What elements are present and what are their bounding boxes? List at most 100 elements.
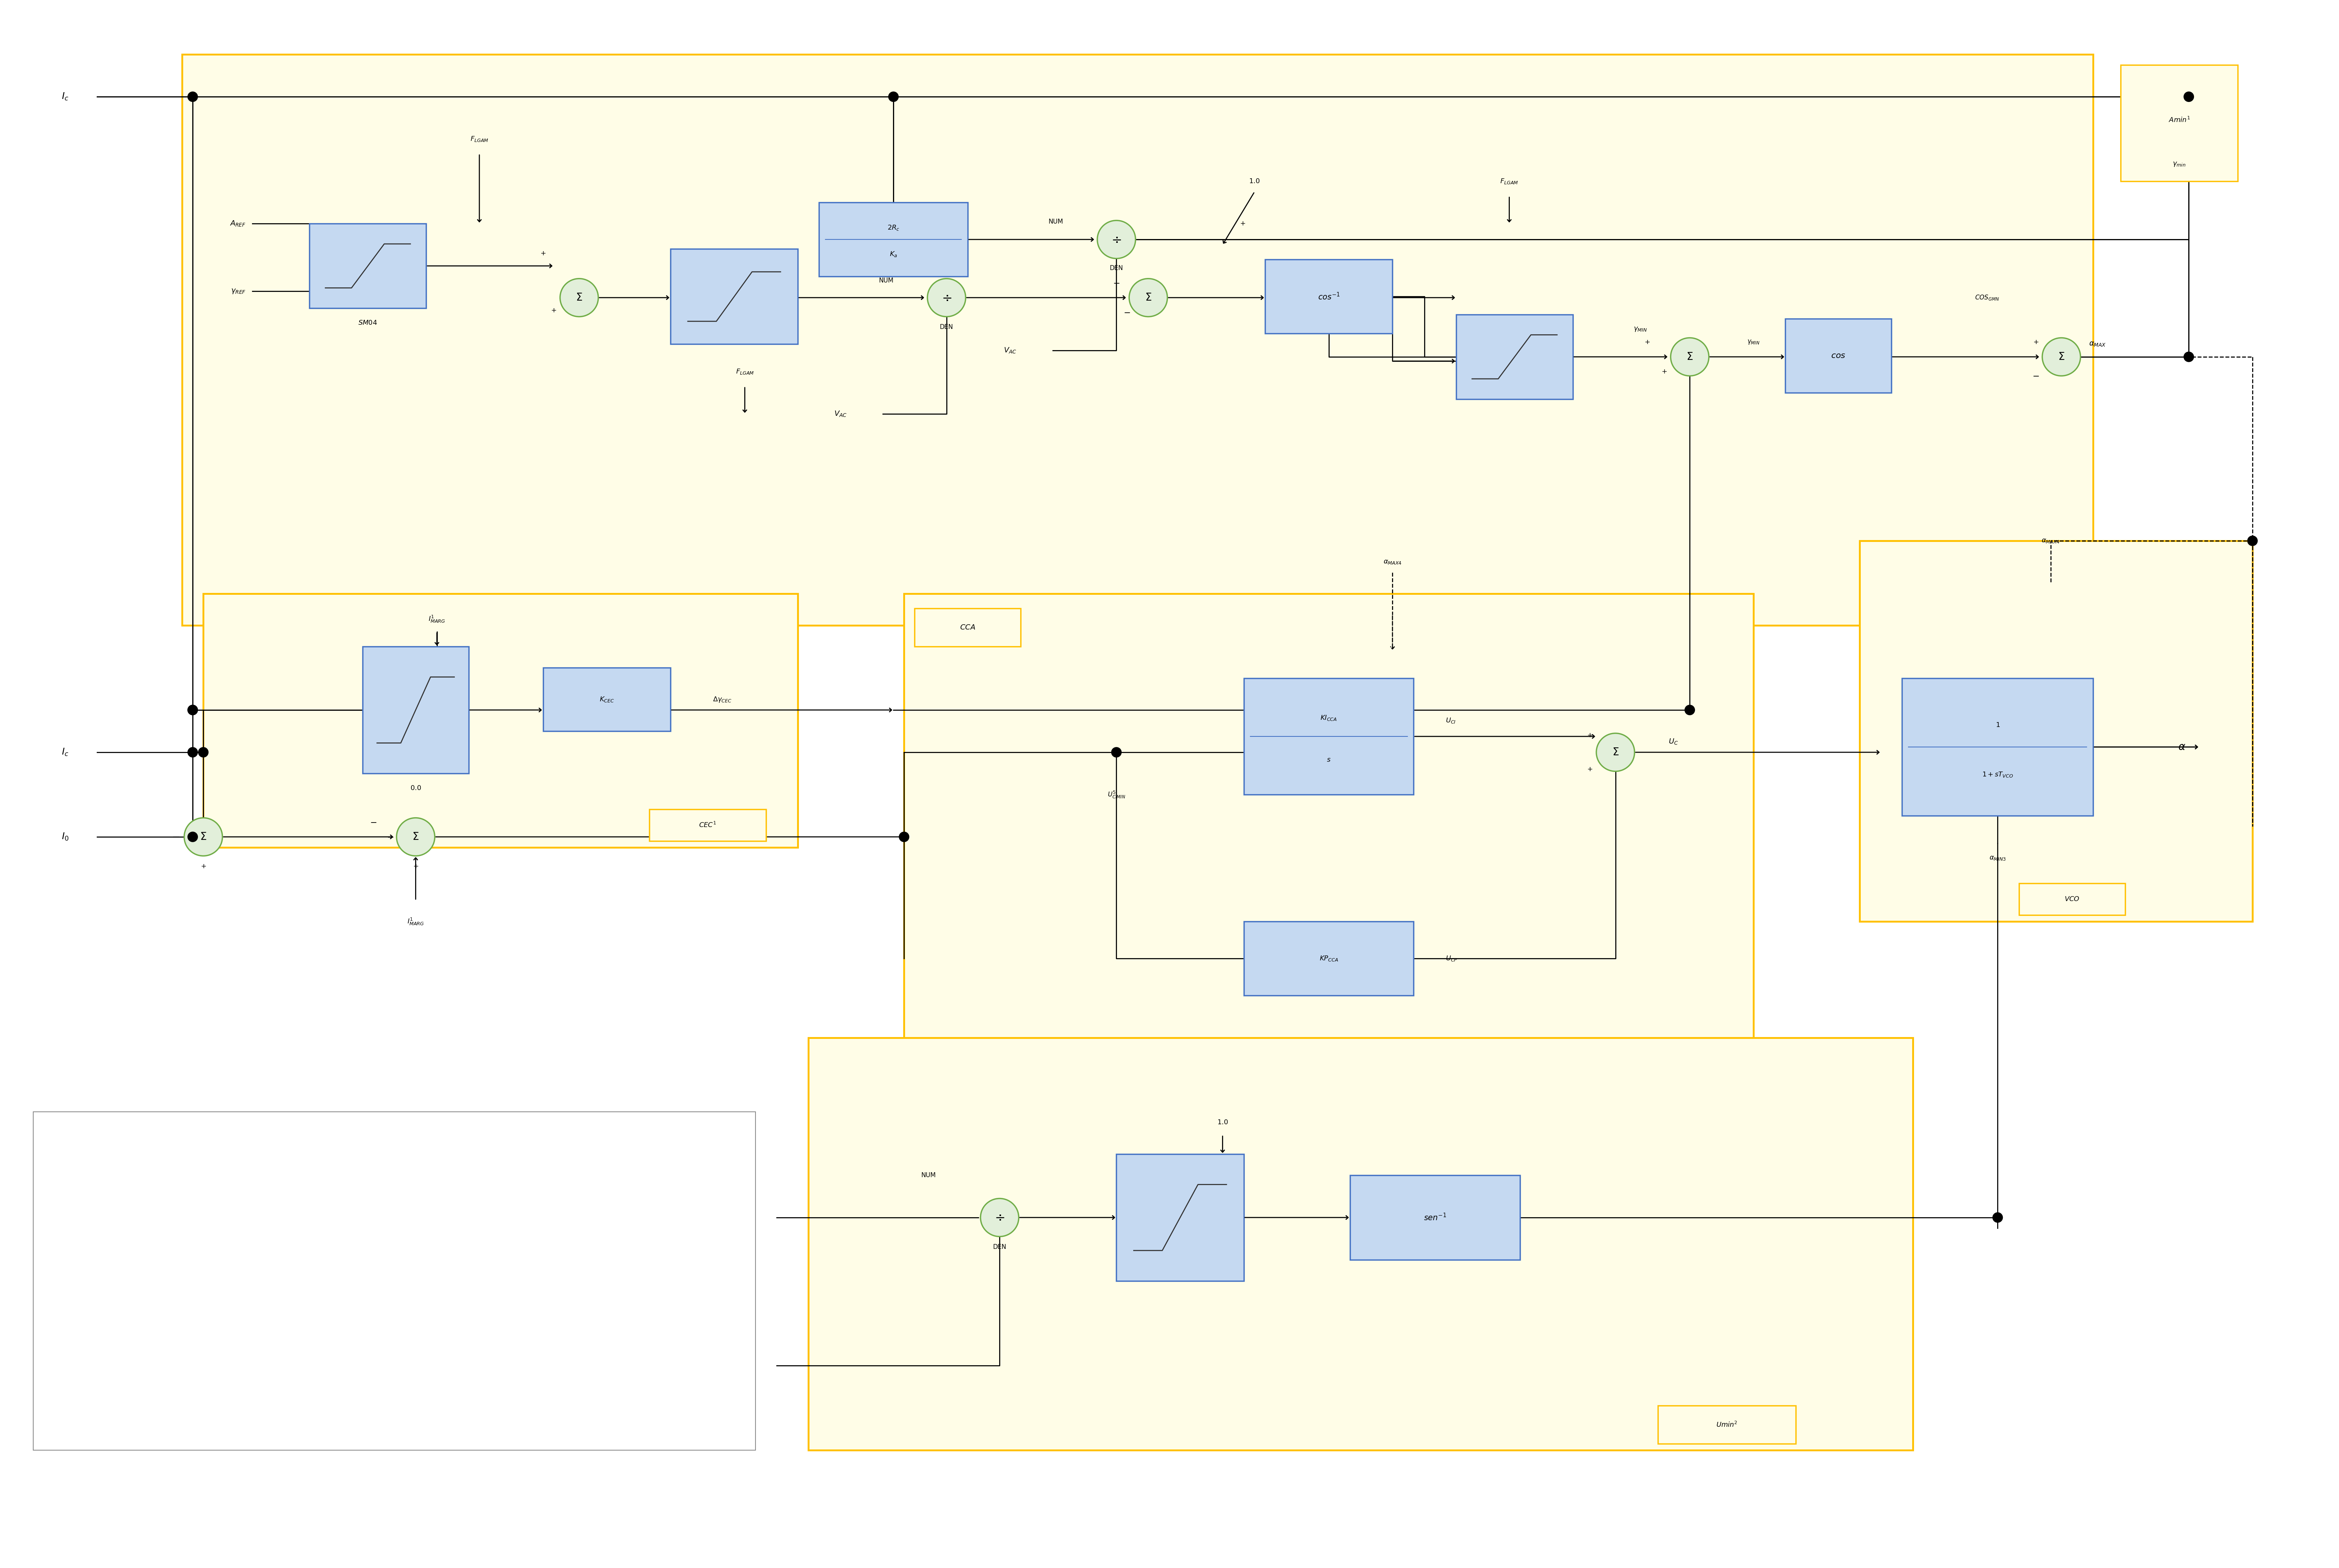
Circle shape <box>2042 337 2079 376</box>
FancyBboxPatch shape <box>2121 64 2238 182</box>
Text: $\alpha_{MAX4}$: $\alpha_{MAX4}$ <box>2042 538 2061 544</box>
Text: (3)  $\alpha_{MIN}$ constante para inversor: (3) $\alpha_{MIN}$ constante para invers… <box>65 1269 168 1276</box>
FancyBboxPatch shape <box>1457 315 1572 400</box>
Text: $A_{REF}$: $A_{REF}$ <box>229 220 246 227</box>
Text: $Umin^2$: $Umin^2$ <box>1717 1421 1738 1428</box>
Text: $\Sigma$: $\Sigma$ <box>1612 746 1619 757</box>
Text: $+$: $+$ <box>1661 368 1668 375</box>
Text: $I_c$: $I_c$ <box>61 748 68 757</box>
Text: $I_{MARG}^1$: $I_{MARG}^1$ <box>407 917 423 927</box>
Circle shape <box>185 818 222 856</box>
Text: $1$: $1$ <box>1995 721 2000 729</box>
Text: $+$: $+$ <box>2033 339 2040 345</box>
FancyBboxPatch shape <box>1658 1405 1796 1444</box>
Text: $+$: $+$ <box>201 862 206 870</box>
Text: NUM: NUM <box>922 1171 936 1179</box>
Text: $Amin^1$: $Amin^1$ <box>2168 116 2189 124</box>
Text: $CEC^1$: $CEC^1$ <box>699 822 716 829</box>
Text: NUM: NUM <box>1048 218 1064 224</box>
Circle shape <box>199 748 208 757</box>
Text: DEN: DEN <box>940 325 954 331</box>
Text: $+$: $+$ <box>540 249 545 257</box>
Text: $+$: $+$ <box>1588 765 1593 773</box>
FancyBboxPatch shape <box>1860 541 2252 922</box>
Circle shape <box>187 93 196 102</box>
Text: $U_{CI}$: $U_{CI}$ <box>1446 717 1455 724</box>
Text: $I_c$: $I_c$ <box>61 93 68 102</box>
Text: $-$: $-$ <box>386 833 393 840</box>
Text: $VCO$: $VCO$ <box>2065 895 2079 903</box>
Text: DEN: DEN <box>1109 265 1123 271</box>
Text: $\alpha_{MAX}$: $\alpha_{MAX}$ <box>2089 340 2105 348</box>
Text: $1.0$: $1.0$ <box>1216 1120 1228 1126</box>
Text: $\gamma_{REF}$: $\gamma_{REF}$ <box>232 287 246 295</box>
Text: $U_{MIN}$: $U_{MIN}$ <box>739 1214 755 1221</box>
FancyBboxPatch shape <box>543 668 671 731</box>
Text: $s$: $s$ <box>1326 756 1331 764</box>
FancyBboxPatch shape <box>1902 679 2093 815</box>
Text: $KP_{CCA}$: $KP_{CCA}$ <box>1319 955 1338 963</box>
Text: $\Delta\gamma_{CEC}$: $\Delta\gamma_{CEC}$ <box>713 696 732 704</box>
Text: $-$: $-$ <box>1123 309 1130 317</box>
Circle shape <box>1130 279 1167 317</box>
Circle shape <box>187 706 196 715</box>
Circle shape <box>889 93 898 102</box>
Circle shape <box>1097 221 1134 259</box>
FancyBboxPatch shape <box>809 1038 1913 1450</box>
Circle shape <box>1111 748 1120 757</box>
Text: $U_{CIMIN}^5$: $U_{CIMIN}^5$ <box>1106 790 1125 800</box>
Text: $SM04$: $SM04$ <box>358 320 377 326</box>
Text: $I_0$: $I_0$ <box>61 833 68 842</box>
FancyBboxPatch shape <box>1265 260 1392 334</box>
Circle shape <box>187 748 196 757</box>
Text: $CCA$: $CCA$ <box>959 624 975 630</box>
Text: (2)  Somente para retificador: (2) Somente para retificador <box>65 1210 157 1217</box>
Text: $+$: $+$ <box>412 862 419 870</box>
Circle shape <box>1684 706 1693 715</box>
FancyBboxPatch shape <box>309 224 426 309</box>
Circle shape <box>187 706 196 715</box>
FancyBboxPatch shape <box>203 594 798 847</box>
Text: $-$: $-$ <box>171 833 180 842</box>
Circle shape <box>398 818 435 856</box>
Circle shape <box>187 833 196 842</box>
Text: DEN: DEN <box>992 1243 1006 1251</box>
FancyBboxPatch shape <box>33 1112 755 1450</box>
Text: $-$: $-$ <box>2033 372 2040 379</box>
Text: $V_{AC}$: $V_{AC}$ <box>1003 347 1017 354</box>
Text: $\Sigma$: $\Sigma$ <box>1686 351 1693 362</box>
Text: $1.0$: $1.0$ <box>1249 177 1261 185</box>
Text: $COS_{GMN}$: $COS_{GMN}$ <box>1974 293 2000 301</box>
Text: $-$: $-$ <box>370 818 377 826</box>
Text: $\div$: $\div$ <box>1111 234 1120 246</box>
FancyBboxPatch shape <box>650 809 767 840</box>
FancyBboxPatch shape <box>905 594 1754 1049</box>
Text: $U_{CP}$: $U_{CP}$ <box>1446 955 1457 963</box>
Text: $+$: $+$ <box>550 307 557 314</box>
Circle shape <box>901 833 910 842</box>
Text: $\gamma_{min}$: $\gamma_{min}$ <box>2173 162 2187 168</box>
Text: NUM: NUM <box>879 278 893 284</box>
Text: $+$: $+$ <box>1240 220 1244 227</box>
Text: $\alpha_{MIN3}$: $\alpha_{MIN3}$ <box>1988 855 2007 861</box>
Text: $+$: $+$ <box>1588 732 1593 739</box>
Circle shape <box>1595 734 1635 771</box>
Circle shape <box>2248 536 2257 546</box>
Text: $+$: $+$ <box>1644 339 1649 345</box>
Text: $\Sigma$: $\Sigma$ <box>199 831 206 842</box>
Text: $0.0$: $0.0$ <box>409 786 421 792</box>
FancyBboxPatch shape <box>915 608 1020 646</box>
Circle shape <box>1993 1214 2002 1221</box>
Circle shape <box>2185 353 2194 362</box>
Text: $I_{MARG}^1$: $I_{MARG}^1$ <box>428 615 444 624</box>
Text: $\Sigma$: $\Sigma$ <box>2058 351 2065 362</box>
FancyBboxPatch shape <box>182 55 2093 626</box>
Text: $\alpha_{MAX4}$: $\alpha_{MAX4}$ <box>1382 558 1401 566</box>
Text: $sen^{-1}$: $sen^{-1}$ <box>1424 1212 1446 1223</box>
Circle shape <box>559 279 599 317</box>
Text: $\div$: $\div$ <box>994 1210 1006 1223</box>
Text: $F_{LGAM}$: $F_{LGAM}$ <box>1499 177 1518 185</box>
Text: $V_{AC}$: $V_{AC}$ <box>835 409 847 419</box>
FancyBboxPatch shape <box>671 249 798 343</box>
Text: $V_{AC}$: $V_{AC}$ <box>741 1361 755 1369</box>
